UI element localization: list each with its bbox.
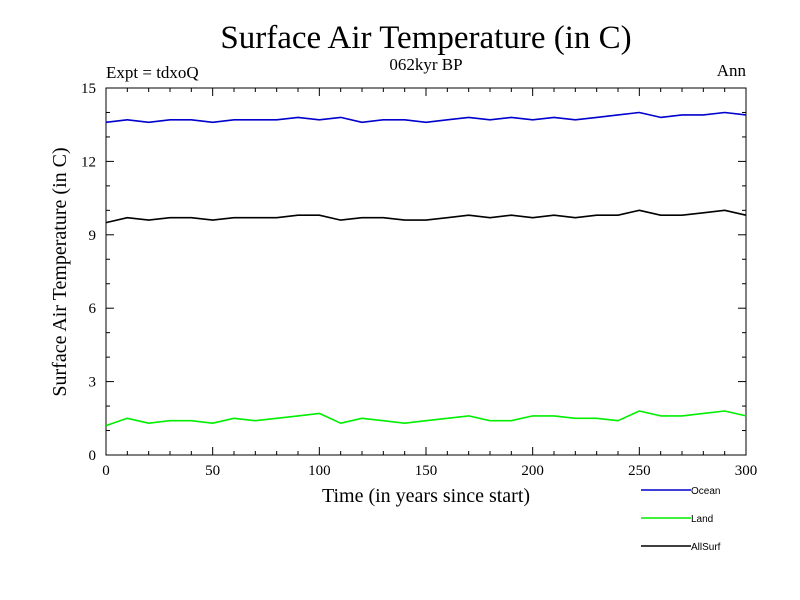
experiment-label: Expt = tdxoQ [106,63,199,82]
y-axis-title: Surface Air Temperature (in C) [49,147,71,396]
legend-label-ocean: Ocean [691,486,720,497]
x-tick-label: 100 [308,463,331,479]
y-tick-label: 6 [89,301,97,317]
y-axis-ticks: 0 3 6 9 12 15 [81,81,746,464]
series-lines [105,111,747,427]
x-tick-label: 200 [521,463,544,479]
y-tick-label: 3 [89,375,97,391]
x-tick-label: 250 [628,463,651,479]
period-label: 062kyr BP [389,55,462,74]
chart-title: Surface Air Temperature (in C) [220,20,631,56]
series-line-allsurf [105,209,747,224]
x-axis-title: Time (in years since start) [322,485,530,507]
series-line-land [105,410,747,427]
x-tick-label: 150 [415,463,438,479]
season-label: Ann [717,61,747,80]
plot-frame [105,87,747,456]
x-tick-label: 50 [205,463,220,479]
legend-label-land: Land [691,514,713,525]
y-tick-label: 15 [81,81,96,97]
series-line-ocean [105,111,747,124]
y-tick-label: 9 [89,228,97,244]
y-tick-label: 12 [81,154,96,170]
x-tick-label: 0 [102,463,110,479]
y-tick-label: 0 [89,448,97,464]
legend: Ocean Land AllSurf [641,486,721,553]
x-axis-ticks: 0 50 100 150 200 250 300 [102,88,757,479]
legend-label-allsurf: AllSurf [691,542,721,553]
x-tick-label: 300 [735,463,758,479]
